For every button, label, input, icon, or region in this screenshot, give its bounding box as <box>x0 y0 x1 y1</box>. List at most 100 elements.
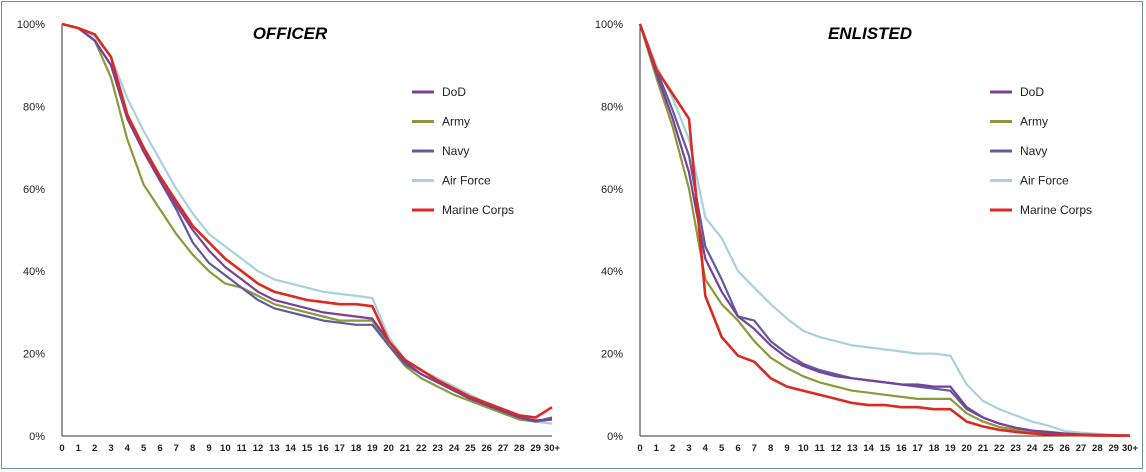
series-line-army <box>61 22 553 423</box>
x-tick-label: 27 <box>1076 443 1087 454</box>
x-tick-label: 2 <box>92 443 97 454</box>
series-line-air-force <box>61 22 553 425</box>
x-tick-label: 23 <box>432 443 443 454</box>
x-tick-label: 0 <box>637 443 642 454</box>
x-tick-label: 20 <box>383 443 394 454</box>
x-tick-label: 22 <box>416 443 427 454</box>
x-tick-label: 25 <box>465 443 476 454</box>
x-tick-label: 14 <box>285 443 296 454</box>
x-tick-label: 16 <box>896 443 907 454</box>
x-tick-label: 13 <box>847 443 858 454</box>
x-tick-label: 28 <box>1092 443 1103 454</box>
x-tick-label: 3 <box>108 443 113 454</box>
x-tick-label: 26 <box>1059 443 1070 454</box>
y-tick-label: 20% <box>601 349 623 361</box>
x-tick-label: 18 <box>929 443 940 454</box>
x-tick-label: 2 <box>670 443 675 454</box>
legend-label-dod: DoD <box>442 85 466 99</box>
series-line-air-force <box>638 23 1131 437</box>
x-tick-label: 4 <box>125 443 131 454</box>
x-tick-label: 15 <box>302 443 313 454</box>
series-line-dod <box>638 23 1131 437</box>
x-tick-label: 30+ <box>1122 443 1139 454</box>
legend-label-dod: DoD <box>1020 85 1044 99</box>
x-tick-label: 17 <box>912 443 923 454</box>
legend-label-army: Army <box>442 115 470 129</box>
x-tick-label: 1 <box>654 443 660 454</box>
series-line-navy <box>61 22 553 423</box>
legend: DoD Army Navy Air Force Marine Corps <box>412 85 514 217</box>
x-tick-label: 29 <box>1108 443 1119 454</box>
series-line-dod <box>61 22 553 422</box>
y-tick-label: 60% <box>23 184 45 196</box>
x-tick-label: 9 <box>206 443 211 454</box>
y-tick-label: 0% <box>607 431 623 443</box>
x-tick-label: 4 <box>703 443 709 454</box>
x-tick-label: 18 <box>351 443 362 454</box>
x-tick-label: 6 <box>735 443 740 454</box>
x-tick-label: 12 <box>253 443 264 454</box>
y-tick-label: 40% <box>601 266 623 278</box>
y-tick-label: 0% <box>29 431 45 443</box>
y-tick-label: 40% <box>23 266 45 278</box>
x-tick-label: 3 <box>686 443 691 454</box>
x-tick-label: 7 <box>752 443 757 454</box>
y-tick-label: 20% <box>23 349 45 361</box>
series-line-army <box>638 23 1130 437</box>
x-tick-label: 1 <box>76 443 82 454</box>
x-tick-label: 15 <box>880 443 891 454</box>
x-tick-label: 17 <box>334 443 345 454</box>
x-tick-label: 14 <box>863 443 874 454</box>
legend-label-navy: Navy <box>1020 144 1047 158</box>
x-tick-label: 21 <box>400 443 411 454</box>
series-line-navy <box>638 23 1130 437</box>
x-tick-label: 5 <box>141 443 147 454</box>
x-tick-label: 5 <box>719 443 725 454</box>
x-tick-label: 23 <box>1010 443 1021 454</box>
y-tick-label: 100% <box>17 19 45 31</box>
x-tick-label: 27 <box>498 443 509 454</box>
x-tick-label: 8 <box>190 443 195 454</box>
x-tick-label: 22 <box>994 443 1005 454</box>
x-tick-label: 9 <box>784 443 789 454</box>
x-tick-label: 12 <box>831 443 842 454</box>
legend: DoD Army Navy Air Force Marine Corps <box>990 85 1092 217</box>
x-tick-label: 7 <box>174 443 179 454</box>
x-tick-label: 25 <box>1043 443 1054 454</box>
legend-label-navy: Navy <box>442 144 469 158</box>
legend-label-army: Army <box>1020 115 1048 129</box>
x-tick-label: 10 <box>798 443 809 454</box>
y-tick-label: 80% <box>23 101 45 113</box>
legend-label-marine-corps: Marine Corps <box>442 203 514 217</box>
x-tick-label: 20 <box>961 443 972 454</box>
x-tick-label: 21 <box>978 443 989 454</box>
y-tick-label: 60% <box>601 184 623 196</box>
chart-enlisted: 0%20%40%60%80%100%0 1 2 3 4 5 6 7 8 9 10 11 12 13 14 15… <box>595 19 1139 454</box>
y-tick-label: 100% <box>595 19 623 31</box>
x-tick-label: 24 <box>449 443 460 454</box>
x-tick-label: 26 <box>481 443 492 454</box>
x-tick-label: 19 <box>945 443 956 454</box>
x-tick-label: 10 <box>220 443 231 454</box>
chart-officer: 0%20%40%60%80%100%0 1 2 3 4 5 6 7 8 9 10 11 12 13 14 15… <box>17 19 561 454</box>
legend-label-marine-corps: Marine Corps <box>1020 203 1092 217</box>
x-tick-label: 19 <box>367 443 378 454</box>
x-tick-label: 11 <box>815 443 826 454</box>
y-tick-label: 80% <box>601 101 623 113</box>
chart-title: OFFICER <box>253 24 328 43</box>
x-tick-label: 28 <box>514 443 525 454</box>
x-tick-label: 13 <box>269 443 280 454</box>
legend-label-air-force: Air Force <box>1020 174 1069 188</box>
x-tick-label: 16 <box>318 443 329 454</box>
x-tick-label: 30+ <box>544 443 561 454</box>
x-tick-label: 24 <box>1027 443 1038 454</box>
series-line-marine-corps <box>61 22 553 419</box>
x-tick-label: 0 <box>59 443 64 454</box>
series-line-marine-corps <box>638 23 1130 437</box>
x-tick-label: 11 <box>237 443 248 454</box>
x-tick-label: 8 <box>768 443 773 454</box>
x-tick-label: 29 <box>530 443 541 454</box>
x-tick-label: 6 <box>157 443 162 454</box>
chart-title: ENLISTED <box>828 24 912 43</box>
